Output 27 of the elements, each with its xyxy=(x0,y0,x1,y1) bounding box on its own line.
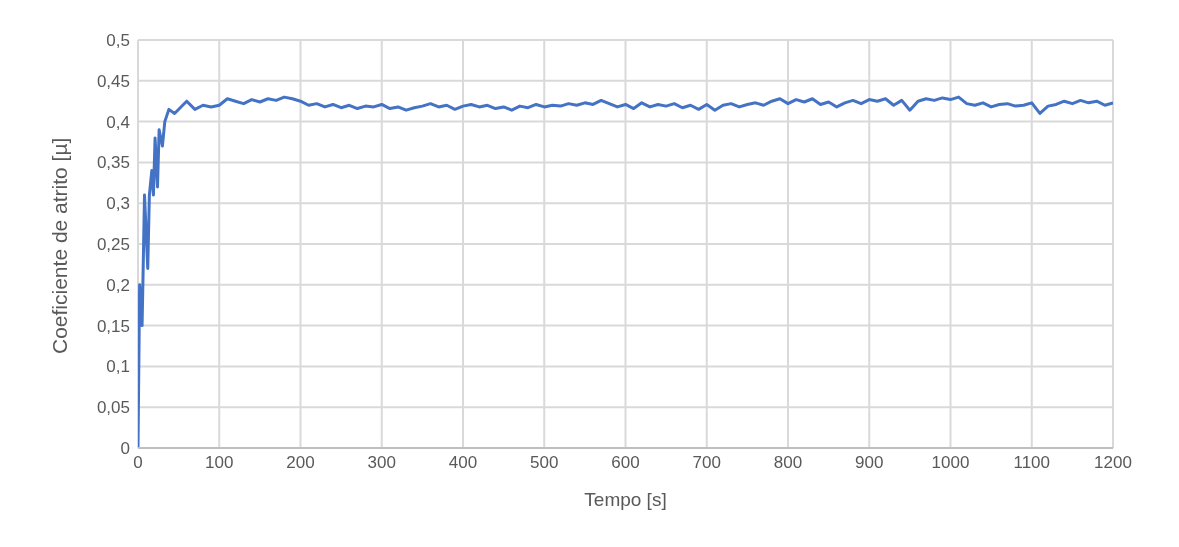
x-tick-label: 200 xyxy=(286,453,315,473)
y-axis-title: Coeficiente de atrito [µ] xyxy=(48,137,72,354)
x-tick-label: 700 xyxy=(692,453,721,473)
line-series xyxy=(138,95,1113,448)
x-tick-label: 400 xyxy=(448,453,478,473)
y-tick-label: 0 xyxy=(120,439,130,459)
y-tick-label: 0,1 xyxy=(106,357,130,377)
y-tick-label: 0,35 xyxy=(96,153,130,173)
y-tick-label: 0,5 xyxy=(106,31,130,51)
x-tick-label: 800 xyxy=(773,453,803,473)
x-tick-label: 0 xyxy=(133,453,143,473)
x-tick-label: 300 xyxy=(367,453,396,473)
x-tick-label: 600 xyxy=(611,453,640,473)
y-tick-label: 0,05 xyxy=(96,398,130,418)
x-tick-label: 100 xyxy=(205,453,234,473)
y-tick-label: 0,15 xyxy=(96,316,130,336)
y-tick-label: 0,45 xyxy=(96,71,130,91)
x-tick-label: 500 xyxy=(530,453,559,473)
y-tick-label: 0,4 xyxy=(106,112,130,132)
x-tick-label: 900 xyxy=(855,453,884,473)
x-axis-title: Tempo [s] xyxy=(584,489,667,510)
x-tick-label: 1200 xyxy=(1094,453,1132,473)
x-tick-label: 1000 xyxy=(931,453,970,473)
y-tick-label: 0,25 xyxy=(96,235,130,255)
y-tick-label: 0,2 xyxy=(106,275,130,295)
y-tick-label: 0,3 xyxy=(106,194,130,214)
x-tick-label: 1100 xyxy=(1013,453,1051,473)
